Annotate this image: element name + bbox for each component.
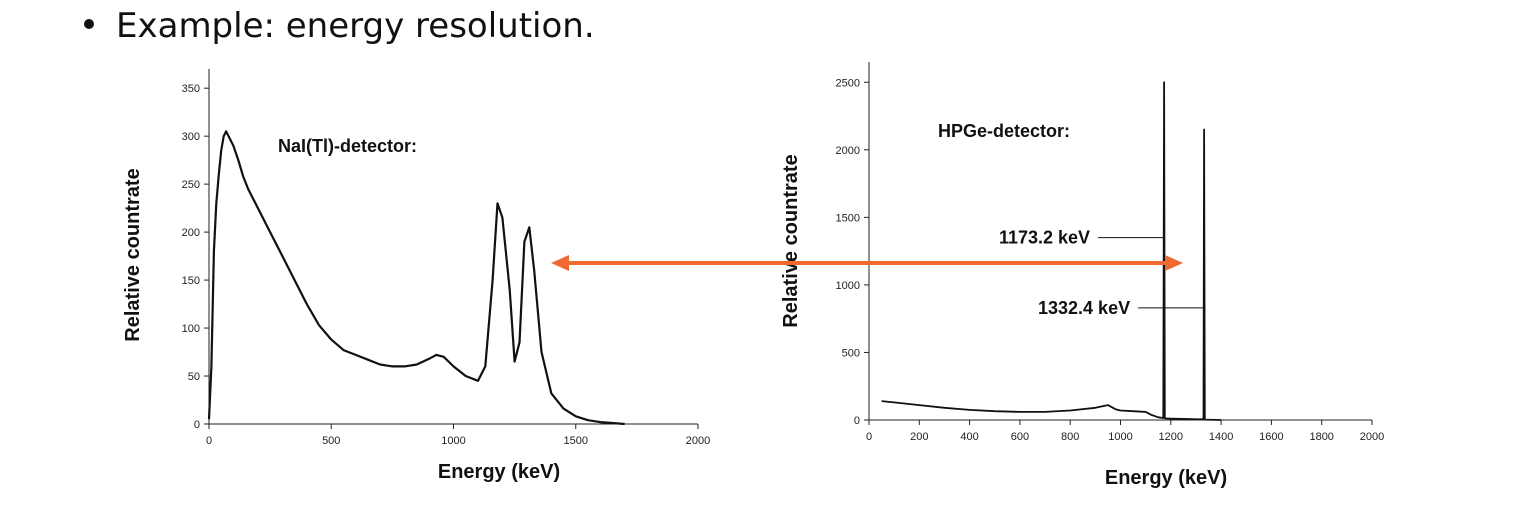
hpge-x-tick-label: 400 [960,431,978,443]
arrow-head-left-icon [551,255,569,271]
hpge-x-tick-label: 1800 [1309,431,1333,443]
hpge-x-tick-label: 1200 [1159,431,1183,443]
hpge-x-tick-label: 800 [1061,431,1079,443]
nai-spectrum-line [207,130,625,426]
hpge-x-tick-label: 1000 [1108,431,1132,443]
nai-x-tick-label: 2000 [686,435,710,447]
comparison-double-arrow [551,255,1183,271]
nai-y-tick-label: 350 [182,83,200,95]
nai-detector-label: NaI(Tl)-detector: [278,136,417,156]
hpge-y-axis-title: Relative countrate [780,154,802,327]
nai-spectrum-chart: Relative countrate Energy (keV) NaI(Tl)-… [122,69,710,483]
nai-x-axis-title: Energy (keV) [438,461,560,483]
nai-x-tick-label: 1000 [441,435,465,447]
hpge-x-tick-label: 200 [910,431,928,443]
hpge-spectrum-line [881,81,1222,421]
hpge-y-tick-label: 0 [854,415,860,427]
hpge-y-tick-label: 2000 [836,145,860,157]
nai-x-tick-label: 500 [322,435,340,447]
nai-y-tick-label: 100 [182,323,200,335]
hpge-peak-label: 1332.4 keV [1038,298,1130,318]
nai-y-tick-label: 200 [182,227,200,239]
hpge-peak-label: 1173.2 keV [999,228,1090,248]
hpge-x-tick-label: 1600 [1259,431,1283,443]
arrow-head-right-icon [1165,255,1183,271]
nai-y-tick-label: 0 [194,419,200,431]
nai-x-tick-label: 0 [206,435,212,447]
hpge-y-tick-label: 500 [842,347,860,359]
nai-y-tick-label: 300 [182,131,200,143]
hpge-y-tick-label: 2500 [836,77,860,89]
nai-y-tick-label: 250 [182,179,200,191]
hpge-x-tick-label: 0 [866,431,872,443]
hpge-x-axis-title: Energy (keV) [1105,467,1227,489]
hpge-x-tick-label: 2000 [1360,431,1384,443]
hpge-y-tick-label: 1000 [836,280,860,292]
bullet-text: Example: energy resolution. [116,6,595,46]
slide-bullet: Example: energy resolution. [84,6,595,46]
hpge-x-tick-label: 1400 [1209,431,1233,443]
hpge-y-tick-label: 1500 [836,212,860,224]
nai-x-tick-label: 1500 [564,435,588,447]
nai-y-tick-label: 150 [182,275,200,287]
nai-y-axis-title: Relative countrate [122,168,144,341]
hpge-spectrum-chart: Relative countrate Energy (keV) HPGe-det… [780,62,1384,489]
hpge-detector-label: HPGe-detector: [938,121,1070,141]
nai-y-tick-label: 50 [188,371,200,383]
bullet-dot-icon [84,18,94,29]
hpge-x-tick-label: 600 [1011,431,1029,443]
